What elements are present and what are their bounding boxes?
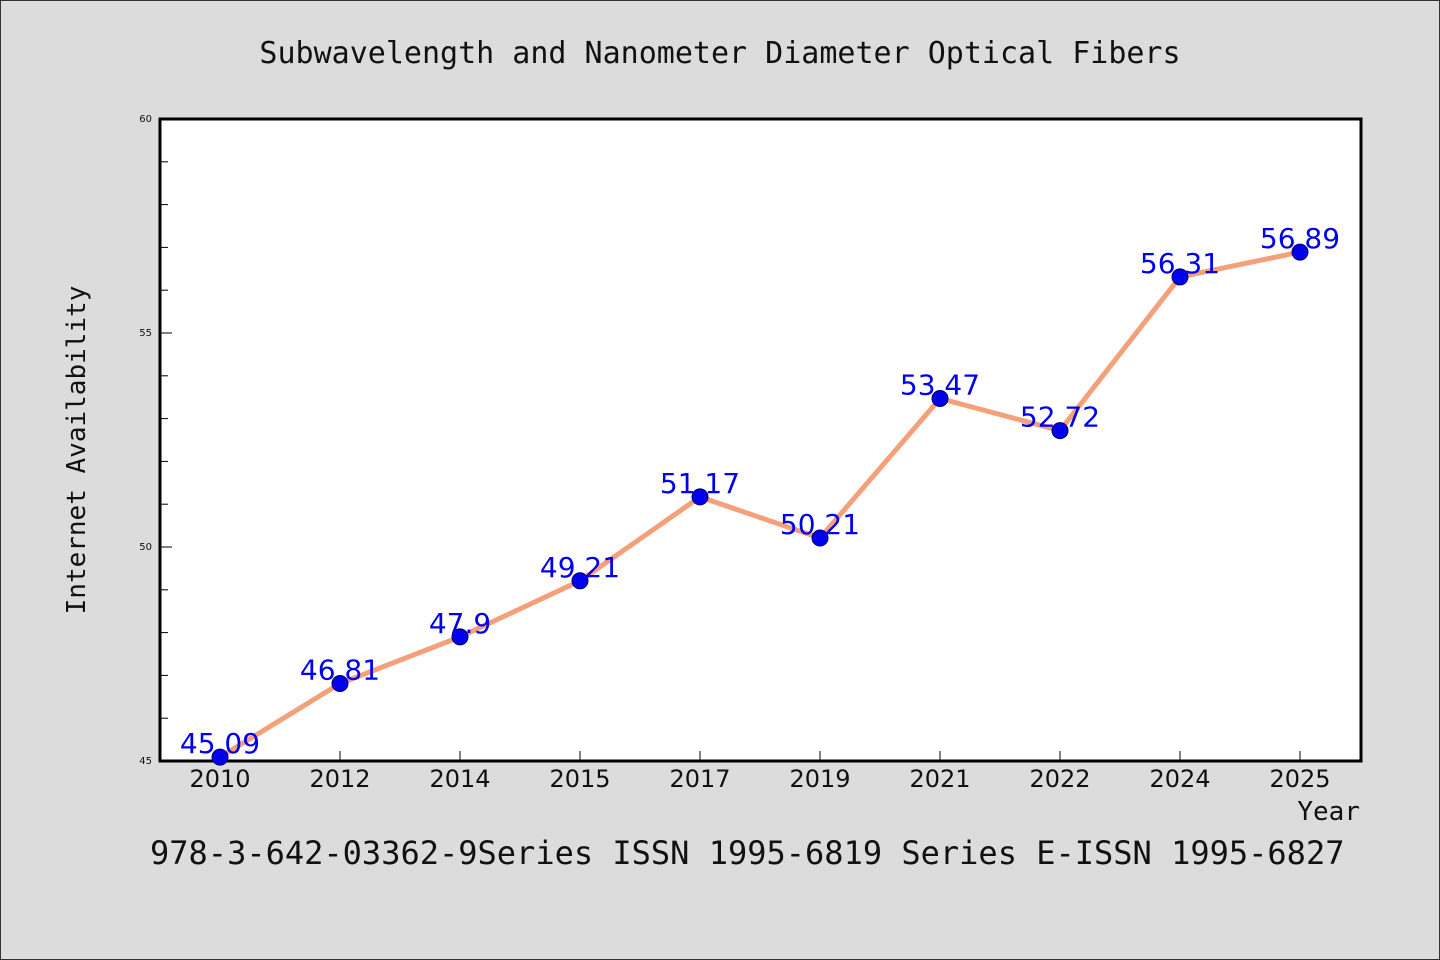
data-point — [451, 628, 469, 646]
x-tick-label: 2015 — [549, 765, 610, 793]
x-tick-label: 2017 — [669, 765, 730, 793]
x-tick-label: 2010 — [189, 765, 250, 793]
series-markers — [211, 243, 1309, 766]
x-tick-label: 2022 — [1029, 765, 1090, 793]
footer-text: 978-3-642-03362-9Series ISSN 1995-6819 S… — [150, 834, 1344, 872]
data-label: 50.21 — [780, 508, 860, 541]
y-tick-label: 50 — [139, 542, 152, 553]
data-label: 53.47 — [900, 368, 980, 401]
data-point — [211, 748, 229, 766]
chart-title: Subwavelength and Nanometer Diameter Opt… — [259, 36, 1180, 71]
x-tick-label: 2025 — [1269, 765, 1330, 793]
data-label: 46.81 — [300, 654, 380, 687]
data-point — [331, 675, 349, 693]
data-labels: 45.09 46.81 47.9 49.21 51.17 50.21 53.47 52.72 5… — [180, 222, 1340, 760]
data-label: 49.21 — [540, 551, 620, 584]
data-point — [691, 488, 709, 506]
data-point — [811, 529, 829, 547]
data-point — [1051, 422, 1069, 440]
data-label: 56.89 — [1260, 222, 1340, 255]
y-tick-label: 60 — [139, 114, 152, 125]
data-label: 51.17 — [660, 467, 740, 500]
data-label: 56.31 — [1140, 247, 1220, 280]
x-tick-label: 2024 — [1149, 765, 1210, 793]
data-point — [931, 389, 949, 407]
x-axis: 2010 2012 2014 2015 2017 2019 2021 2022 2024 2025 — [189, 751, 1331, 793]
x-tick-label: 2021 — [909, 765, 970, 793]
y-tick-label: 45 — [139, 756, 152, 767]
plot-area — [158, 117, 1363, 763]
x-tick-label: 2014 — [429, 765, 490, 793]
data-point — [571, 572, 589, 590]
data-point — [1171, 268, 1189, 286]
data-label: 47.9 — [429, 607, 491, 640]
x-axis-label: Year — [1297, 797, 1360, 827]
y-axis: 45 50 55 60 — [139, 114, 172, 767]
data-label: 52.72 — [1020, 401, 1100, 434]
y-tick-label: 55 — [139, 328, 152, 339]
data-point — [1291, 243, 1309, 261]
series-line — [218, 249, 1301, 760]
x-tick-label: 2012 — [309, 765, 370, 793]
data-label: 45.09 — [180, 727, 260, 760]
x-tick-label: 2019 — [789, 765, 850, 793]
y-axis-label: Internet Availability — [62, 286, 92, 615]
